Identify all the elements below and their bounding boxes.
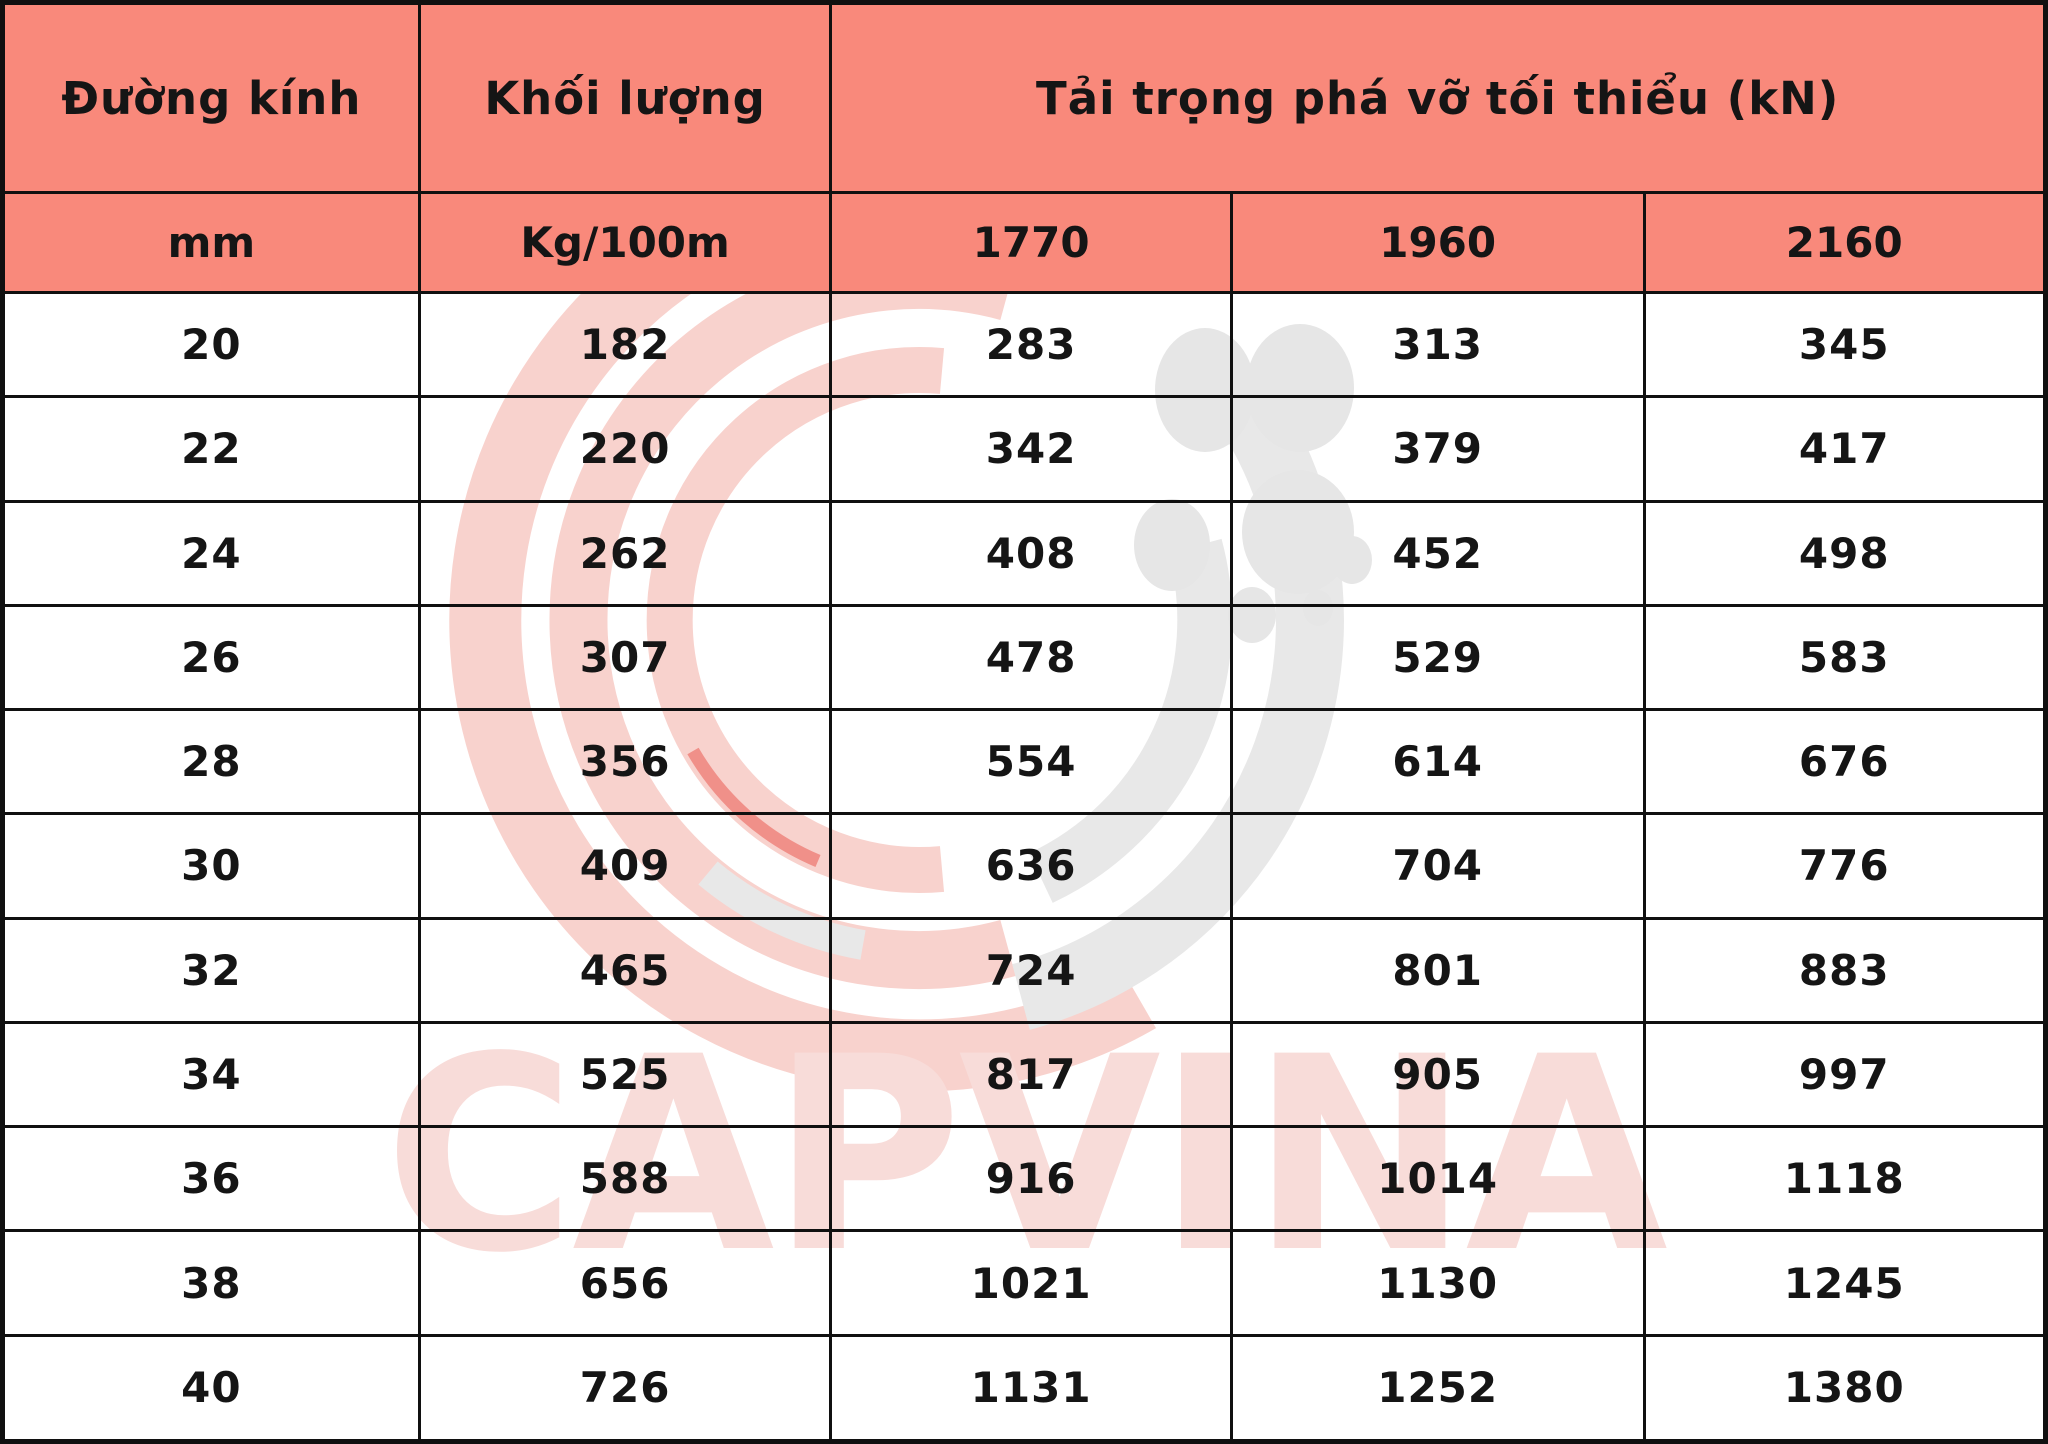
col-header-diameter: Đường kính: [1, 1, 421, 194]
table-cell: 262: [417, 499, 833, 607]
table-row: 26 307 478 529 583: [1, 603, 2048, 712]
table-cell: 356: [417, 708, 833, 816]
table-row: 34 525 817 905 997: [1, 1020, 2048, 1129]
table-cell: 916: [829, 1125, 1233, 1233]
table-cell: 776: [1642, 812, 2048, 920]
table-cell: 1130: [1229, 1229, 1646, 1337]
table-cell: 26: [1, 603, 421, 712]
table-cell: 36: [1, 1125, 421, 1233]
table-cell: 529: [1229, 603, 1646, 712]
table-cell: 307: [417, 603, 833, 712]
table-cell: 28: [1, 708, 421, 816]
table-cell: 583: [1642, 603, 2048, 712]
table-cell: 20: [1, 290, 421, 399]
table-cell: 801: [1229, 916, 1646, 1024]
table-row: 38 656 1021 1130 1245: [1, 1229, 2048, 1337]
table-row: 22 220 342 379 417: [1, 395, 2048, 503]
table-cell: 676: [1642, 708, 2048, 816]
table-cell: 1131: [829, 1333, 1233, 1444]
table-cell: 636: [829, 812, 1233, 920]
table-cell: 1380: [1642, 1333, 2048, 1444]
table-cell: 1118: [1642, 1125, 2048, 1233]
col-subheader-grade-2160: 2160: [1642, 191, 2048, 294]
table-body: 20 182 283 313 345 22 220 342 379 417 24…: [1, 290, 2048, 1444]
table-cell: 417: [1642, 395, 2048, 503]
table-cell: 724: [829, 916, 1233, 1024]
col-header-breaking-load: Tải trọng phá vỡ tối thiểu (kN): [829, 1, 2047, 194]
table-cell: 342: [829, 395, 1233, 503]
table-cell: 478: [829, 603, 1233, 712]
table-cell: 345: [1642, 290, 2048, 399]
table-cell: 1252: [1229, 1333, 1646, 1444]
table-cell: 997: [1642, 1020, 2048, 1129]
table-cell: 1245: [1642, 1229, 2048, 1337]
table-row: 40 726 1131 1252 1380: [1, 1333, 2048, 1444]
table-cell: 525: [417, 1020, 833, 1129]
header-row-2: mm Kg/100m 1770 1960 2160: [1, 191, 2048, 294]
table-cell: 817: [829, 1020, 1233, 1129]
table-row: 36 588 916 1014 1118: [1, 1125, 2048, 1233]
table-cell: 30: [1, 812, 421, 920]
table-cell: 32: [1, 916, 421, 1024]
col-subheader-grade-1770: 1770: [829, 191, 1233, 294]
table-cell: 408: [829, 499, 1233, 607]
table-cell: 283: [829, 290, 1233, 399]
table-cell: 614: [1229, 708, 1646, 816]
table-cell: 22: [1, 395, 421, 503]
table-cell: 220: [417, 395, 833, 503]
table-cell: 38: [1, 1229, 421, 1337]
table-row: 30 409 636 704 776: [1, 812, 2048, 920]
col-header-mass: Khối lượng: [417, 1, 833, 194]
col-subheader-mm: mm: [1, 191, 421, 294]
table-row: 28 356 554 614 676: [1, 708, 2048, 816]
table-cell: 452: [1229, 499, 1646, 607]
table-cell: 40: [1, 1333, 421, 1444]
table-cell: 704: [1229, 812, 1646, 920]
table-cell: 182: [417, 290, 833, 399]
col-subheader-grade-1960: 1960: [1229, 191, 1646, 294]
table-cell: 726: [417, 1333, 833, 1444]
table-cell: 905: [1229, 1020, 1646, 1129]
table-cell: 883: [1642, 916, 2048, 1024]
table-cell: 498: [1642, 499, 2048, 607]
table-row: 32 465 724 801 883: [1, 916, 2048, 1024]
table-cell: 588: [417, 1125, 833, 1233]
table-cell: 34: [1, 1020, 421, 1129]
col-subheader-kg100m: Kg/100m: [417, 191, 833, 294]
table-cell: 379: [1229, 395, 1646, 503]
table-cell: 1021: [829, 1229, 1233, 1337]
table-cell: 656: [417, 1229, 833, 1337]
table-cell: 409: [417, 812, 833, 920]
table-cell: 465: [417, 916, 833, 1024]
header-row-1: Đường kính Khối lượng Tải trọng phá vỡ t…: [1, 1, 2047, 194]
table-row: 20 182 283 313 345: [1, 290, 2048, 399]
table-row: 24 262 408 452 498: [1, 499, 2048, 607]
table-header: Đường kính Khối lượng Tải trọng phá vỡ t…: [1, 1, 2048, 294]
table-cell: 313: [1229, 290, 1646, 399]
table-cell: 1014: [1229, 1125, 1646, 1233]
table-cell: 554: [829, 708, 1233, 816]
table-cell: 24: [1, 499, 421, 607]
